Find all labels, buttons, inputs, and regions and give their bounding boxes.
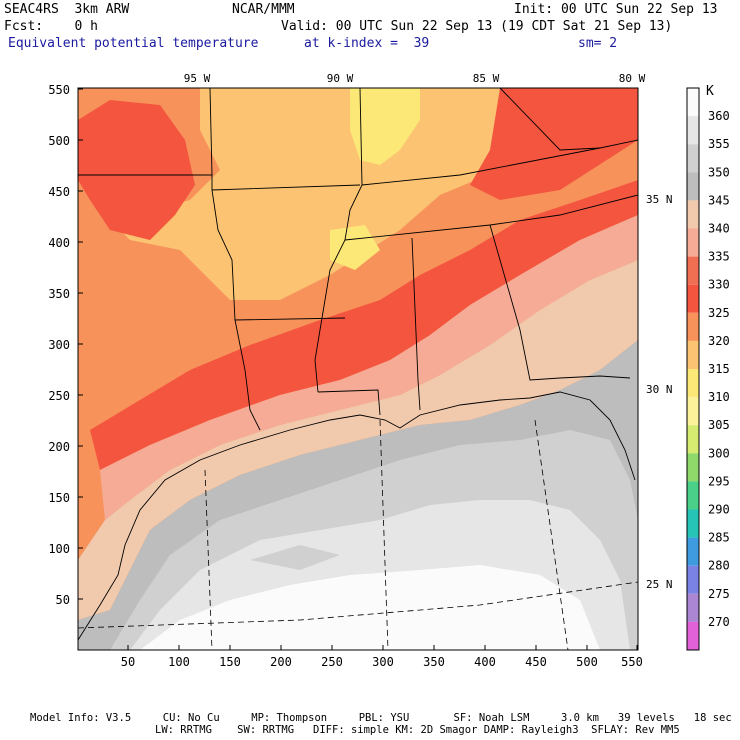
colorbar-swatch	[687, 144, 699, 173]
y-tick-label: 550	[48, 83, 70, 97]
model-info-line2: LW: RRTMG SW: RRTMG DIFF: simple KM: 2D …	[155, 724, 680, 736]
colorbar-label: 320	[708, 334, 730, 348]
colorbar-label: 330	[708, 278, 730, 292]
colorbar-label: 295	[708, 474, 730, 488]
x-tick-label: 250	[321, 655, 343, 669]
x-tick-label: 400	[474, 655, 496, 669]
colorbar-label: 275	[708, 587, 730, 601]
x-tick-label: 450	[525, 655, 547, 669]
colorbar-swatch	[687, 312, 699, 341]
init-time: Init: 00 UTC Sun 22 Sep 13	[514, 2, 718, 17]
x-tick-label: 550	[621, 655, 643, 669]
smoothing: sm= 2	[578, 36, 618, 51]
y-tick-label: 350	[48, 287, 70, 301]
field-name: Equivalent potential temperature	[8, 36, 259, 51]
y-tick-label: 300	[48, 338, 70, 352]
colorbar-swatch	[687, 453, 699, 482]
y-tick-label: 400	[48, 236, 70, 250]
x-tick-label: 50	[121, 655, 135, 669]
colorbar-swatch	[687, 481, 699, 510]
colorbar-swatch	[687, 284, 699, 313]
y-tick-label: 100	[48, 542, 70, 556]
colorbar-label: 325	[708, 306, 730, 320]
level-index: at k-index = 39	[304, 36, 430, 51]
colorbar-label: 310	[708, 390, 730, 404]
colorbar-label: 315	[708, 362, 730, 376]
x-tick-label: 200	[270, 655, 292, 669]
lat-label: 35 N	[646, 193, 673, 206]
colorbar-swatch	[687, 116, 699, 145]
colorbar-swatch	[687, 621, 699, 650]
colorbar-swatch	[687, 593, 699, 622]
colorbar-label: 285	[708, 531, 730, 545]
colorbar-label: 360	[708, 109, 730, 123]
colorbar-swatch	[687, 228, 699, 257]
x-tick-label: 100	[168, 655, 190, 669]
lon-label: 80 W	[619, 72, 646, 85]
colorbar-label: 280	[708, 559, 730, 573]
colorbar-swatch	[687, 565, 699, 594]
colorbar-swatch	[687, 172, 699, 201]
model-info-line1: Model Info: V3.5 CU: No Cu MP: Thompson …	[30, 712, 732, 724]
colorbar-swatch	[687, 509, 699, 538]
colorbar-swatch	[687, 340, 699, 369]
y-tick-label: 250	[48, 389, 70, 403]
colorbar-swatch	[687, 200, 699, 229]
colorbar: 360 355 350 345 340 335 330 325 320 315 310 305 300 2…	[686, 87, 730, 651]
colorbar-label: 345	[708, 193, 730, 207]
colorbar-label: 290	[708, 503, 730, 517]
y-tick-label: 500	[48, 134, 70, 148]
colorbar-label: 355	[708, 137, 730, 151]
organization: NCAR/MMM	[232, 2, 295, 17]
colorbar-label: 305	[708, 418, 730, 432]
lon-label: 95 W	[184, 72, 211, 85]
colorbar-swatch	[687, 397, 699, 426]
colorbar-label: 335	[708, 250, 730, 264]
colorbar-label: 270	[708, 615, 730, 629]
colorbar-swatch	[687, 256, 699, 285]
lon-label: 85 W	[473, 72, 500, 85]
x-tick-label: 300	[372, 655, 394, 669]
colorbar-unit: K	[706, 84, 714, 99]
x-tick-label: 150	[219, 655, 241, 669]
colorbar-label: 300	[708, 446, 730, 460]
y-tick-label: 200	[48, 440, 70, 454]
colorbar-label: 340	[708, 222, 730, 236]
theta-e-field	[78, 88, 638, 650]
lon-label: 90 W	[327, 72, 354, 85]
lat-label: 30 N	[646, 383, 673, 396]
model-name: SEAC4RS 3km ARW	[4, 2, 130, 17]
colorbar-label: 350	[708, 165, 730, 179]
colorbar-swatch	[687, 88, 699, 117]
x-tick-label: 500	[576, 655, 598, 669]
colorbar-swatch	[687, 537, 699, 566]
colorbar-swatch	[687, 425, 699, 454]
x-axis-ticks	[127, 645, 638, 650]
x-tick-label: 350	[423, 655, 445, 669]
valid-time: Valid: 00 UTC Sun 22 Sep 13 (19 CDT Sat …	[281, 19, 673, 34]
colorbar-swatch	[687, 369, 699, 398]
y-tick-label: 50	[56, 593, 70, 607]
forecast-hour: Fcst: 0 h	[4, 19, 98, 34]
lat-label: 25 N	[646, 578, 673, 591]
y-tick-label: 450	[48, 185, 70, 199]
y-tick-label: 150	[48, 491, 70, 505]
